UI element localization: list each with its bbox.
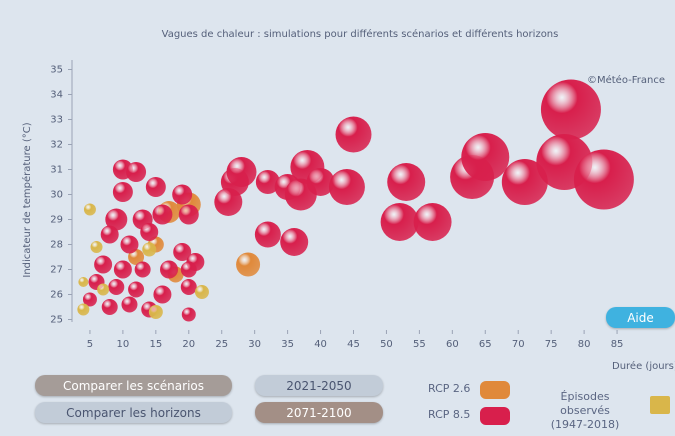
x-tick-label: 40 — [314, 339, 327, 350]
bubble — [195, 285, 209, 299]
x-tick-label: 25 — [215, 339, 228, 350]
horizon-button[interactable]: 2021-2050 — [255, 375, 383, 396]
watermark: ©Météo-France — [587, 74, 665, 86]
bubble — [329, 169, 365, 205]
x-tick-label: 30 — [248, 339, 261, 350]
bubble — [121, 297, 137, 313]
y-tick-label: 25 — [50, 315, 63, 326]
legend-toggle[interactable] — [480, 407, 510, 425]
x-tick-label: 60 — [446, 339, 459, 350]
bubble — [108, 279, 124, 295]
bubble — [135, 262, 151, 278]
x-tick-label: 15 — [149, 339, 162, 350]
bubble — [149, 305, 163, 319]
y-tick-label: 30 — [50, 190, 63, 201]
legend-label: Épisodes observés (1947-2018) — [535, 390, 635, 432]
bubble — [94, 256, 112, 274]
bubble — [181, 279, 197, 295]
bubble — [140, 223, 158, 241]
x-tick-label: 55 — [413, 339, 426, 350]
y-tick-label: 32 — [50, 140, 63, 151]
x-tick-label: 20 — [182, 339, 195, 350]
bubble — [255, 222, 281, 248]
bubble — [541, 80, 601, 140]
x-tick-label: 50 — [380, 339, 393, 350]
bubble — [387, 163, 425, 201]
bubble — [152, 205, 172, 225]
bubble — [97, 284, 109, 296]
bubble — [574, 150, 634, 210]
x-tick-label: 65 — [479, 339, 492, 350]
y-tick-label: 27 — [50, 265, 63, 276]
bubble — [101, 226, 119, 244]
bubble — [160, 261, 178, 279]
bubble — [91, 241, 103, 253]
y-tick-label: 34 — [50, 90, 63, 101]
bubble — [84, 204, 96, 216]
x-tick-label: 70 — [512, 339, 525, 350]
chart: Vagues de chaleur : simulations pour dif… — [0, 0, 675, 436]
y-tick-label: 29 — [50, 215, 63, 226]
horizon-button[interactable]: 2071-2100 — [255, 402, 383, 423]
x-tick-label: 85 — [611, 339, 624, 350]
x-tick-label: 80 — [578, 339, 591, 350]
bubble — [181, 262, 197, 278]
legend-label: RCP 8.5 — [428, 408, 470, 422]
bubble — [113, 182, 133, 202]
bubble — [214, 188, 242, 216]
y-tick-label: 33 — [50, 115, 63, 126]
legend-toggle[interactable] — [650, 396, 670, 414]
compare-horizons-button[interactable]: Comparer les horizons — [35, 402, 232, 423]
bubble — [102, 299, 118, 315]
bubble — [126, 162, 146, 182]
bubble — [128, 282, 144, 298]
bubble — [236, 253, 260, 277]
bubble — [226, 157, 256, 187]
bubble — [78, 277, 88, 287]
bubble — [381, 203, 419, 241]
compare-scenarios-button[interactable]: Comparer les scénarios — [35, 375, 232, 396]
screen: Vagues de chaleur : simulations pour dif… — [0, 0, 675, 436]
x-tick-label: 5 — [87, 339, 93, 350]
legend-toggle[interactable] — [480, 381, 510, 399]
y-tick-label: 26 — [50, 290, 63, 301]
chart-title: Vagues de chaleur : simulations pour dif… — [162, 28, 559, 40]
bubble — [114, 261, 132, 279]
y-axis-label: Indicateur de température (°C) — [21, 122, 33, 277]
x-tick-label: 35 — [281, 339, 294, 350]
x-axis-label: Durée (jours) — [612, 360, 675, 372]
help-button[interactable]: Aide — [606, 307, 675, 328]
x-tick-label: 45 — [347, 339, 360, 350]
y-tick-label: 28 — [50, 240, 63, 251]
bubble — [153, 286, 171, 304]
bubble — [336, 117, 372, 153]
bubble — [142, 243, 156, 257]
bubble — [146, 177, 166, 197]
bubble — [461, 133, 509, 181]
legend-label: RCP 2.6 — [428, 382, 470, 396]
bubble — [280, 228, 308, 256]
bubble — [179, 205, 199, 225]
y-tick-label: 31 — [50, 165, 63, 176]
bubble — [182, 308, 196, 322]
x-tick-label: 10 — [117, 339, 130, 350]
y-tick-label: 35 — [50, 65, 63, 76]
bubble — [414, 203, 452, 241]
bubble — [120, 236, 138, 254]
x-tick-label: 75 — [545, 339, 558, 350]
bubble — [172, 185, 192, 205]
bubble — [77, 304, 89, 316]
